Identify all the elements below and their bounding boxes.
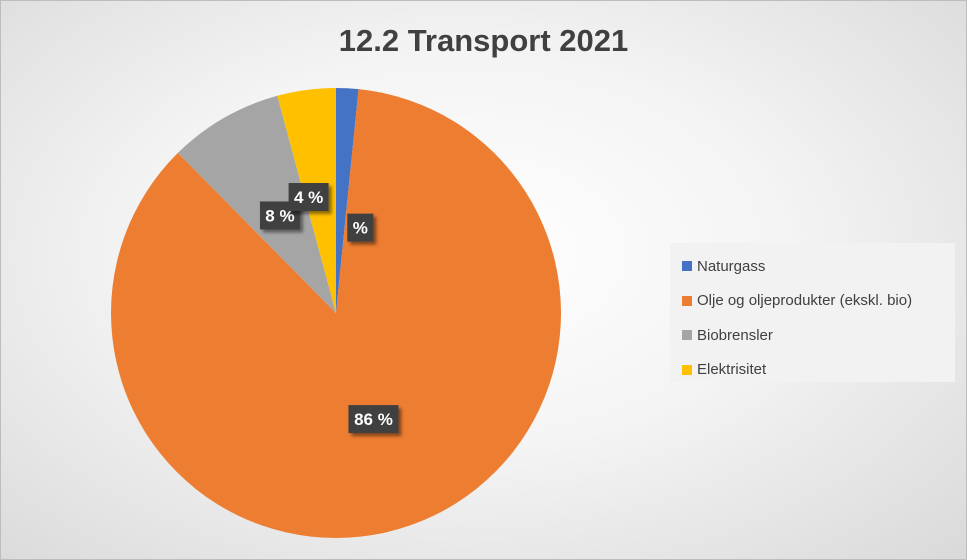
legend: Naturgass Olje og oljeprodukter (ekskl. b… bbox=[670, 243, 955, 382]
pie-slices bbox=[111, 88, 561, 539]
legend-label: Naturgass bbox=[697, 257, 766, 275]
data-label-box bbox=[347, 213, 374, 242]
legend-item-olje-og-oljeprodukter-ekskl-bio: Olje og oljeprodukter (ekskl. bio) bbox=[682, 284, 955, 319]
legend-swatch bbox=[682, 261, 692, 272]
data-label-box bbox=[348, 405, 399, 434]
legend-label: Olje og oljeprodukter (ekskl. bio) bbox=[697, 292, 913, 310]
data-label-naturgass: % bbox=[347, 213, 374, 242]
legend-swatch bbox=[682, 295, 692, 306]
legend-swatch bbox=[682, 364, 692, 375]
legend-item-biobrensler: Biobrensler bbox=[682, 318, 955, 353]
pie-slice-olje-og-oljeprodukter-ekskl-bio bbox=[111, 89, 561, 539]
data-label-box bbox=[288, 183, 329, 212]
pie-slice-naturgass bbox=[336, 88, 359, 313]
chart-title: 12.2 Transport 2021 bbox=[338, 23, 629, 58]
legend-label: Elektrisitet bbox=[697, 361, 767, 379]
data-label-olje-og-oljeprodukter-ekskl-bio: 86 % bbox=[348, 405, 399, 434]
data-label-text: 86 % bbox=[354, 410, 393, 429]
data-label-text: 4 % bbox=[294, 188, 323, 207]
pie-slice-biobrensler bbox=[177, 95, 336, 314]
legend-label: Biobrensler bbox=[697, 326, 773, 344]
legend-swatch bbox=[682, 330, 692, 341]
legend-item-elektrisitet: Elektrisitet bbox=[682, 353, 955, 388]
pie-data-labels: % 86 % 8 %4 % bbox=[259, 183, 399, 434]
data-label-text: 8 % bbox=[265, 206, 294, 225]
data-label-biobrensler: 8 % bbox=[259, 201, 300, 230]
data-label-text: % bbox=[353, 219, 368, 238]
data-label-elektrisitet: 4 % bbox=[288, 183, 329, 212]
legend-item-naturgass: Naturgass bbox=[682, 249, 955, 284]
